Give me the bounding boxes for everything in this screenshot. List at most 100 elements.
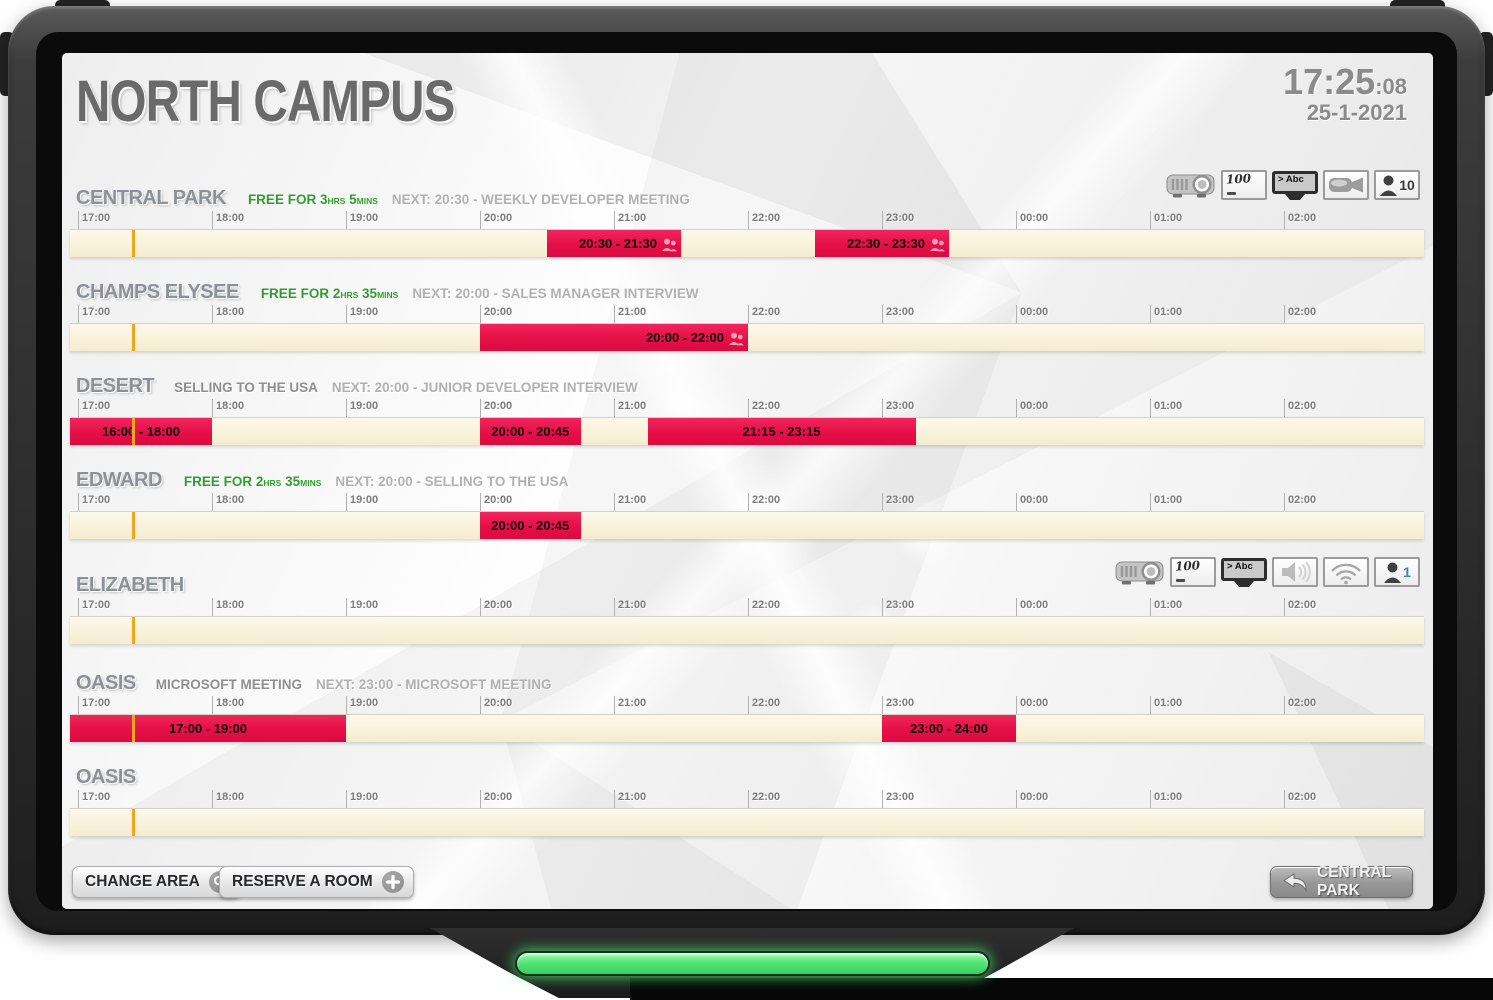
booking-block[interactable]: 21:15 - 23:15 (647, 418, 916, 445)
hour-tick: 17:00 (78, 493, 110, 511)
hour-tick-label: 18:00 (216, 791, 245, 803)
hour-tick: 21:00 (614, 399, 646, 417)
timeline-bar[interactable] (70, 616, 1424, 644)
room-header: EDWARD FREE FOR 2HRS 35MINS NEXT: 20:00 -… (76, 469, 568, 493)
free-duration-label: FREE FOR 2HRS 35MINS (260, 286, 399, 301)
hour-tick: 00:00 (1016, 399, 1048, 417)
hour-tick-label: 00:00 (1020, 400, 1049, 412)
room-name[interactable]: ELIZABETH (76, 574, 184, 596)
booking-time-label: 23:00 - 24:00 (909, 721, 989, 736)
hour-tick: 20:00 (480, 211, 512, 229)
timeline-bar[interactable]: 20:30 - 21:30 22:30 - 23:30 (70, 229, 1424, 257)
room-name[interactable]: OASIS (76, 766, 136, 788)
attendees-icon (728, 331, 745, 351)
hour-tick-label: 00:00 (1020, 212, 1049, 224)
room-row[interactable]: ELIZABETH 100 > Abc 1 17:00 18:00 19:00 20:00… (62, 557, 1433, 664)
hour-tick: 00:00 (1016, 696, 1048, 714)
timeline-bar[interactable]: 16:00 - 18:00 20:00 - 20:45 21:15 - 23:15 (70, 417, 1424, 445)
hour-tick: 02:00 (1284, 598, 1316, 616)
hour-tick: 17:00 (78, 696, 110, 714)
hour-tick: 20:00 (480, 598, 512, 616)
hour-tick: 01:00 (1150, 399, 1182, 417)
hour-tick: 17:00 (78, 305, 110, 323)
free-duration-label: FREE FOR 2HRS 35MINS (183, 474, 322, 489)
room-amenities: 100 > Abc 10 (1166, 170, 1420, 200)
room-row[interactable]: OASIS MICROSOFT MEETING NEXT: 23:00 - MIC… (62, 668, 1433, 762)
room-row[interactable]: DESERT SELLING TO THE USA NEXT: 20:00 - J… (62, 371, 1433, 465)
hour-tick-label: 17:00 (82, 791, 111, 803)
booking-block[interactable]: 16:00 - 18:00 (70, 418, 212, 445)
current-time-line (132, 512, 136, 539)
booking-block[interactable]: 20:00 - 22:00 (480, 324, 748, 351)
room-name[interactable]: EDWARD (76, 469, 162, 491)
booking-block[interactable]: 17:00 - 19:00 (70, 715, 346, 742)
timeline-ticks: 17:00 18:00 19:00 20:00 21:00 22:00 23:00 00:00… (70, 598, 1424, 616)
booking-block[interactable]: 22:30 - 23:30 (815, 230, 949, 257)
room-row[interactable]: CENTRAL PARK FREE FOR 3HRS 5MINS NEXT: 20… (62, 170, 1433, 277)
hour-tick-label: 20:00 (484, 212, 513, 224)
hour-tick-label: 02:00 (1288, 494, 1317, 506)
hour-tick: 00:00 (1016, 305, 1048, 323)
booking-time-label: 20:30 - 21:30 (578, 236, 657, 251)
change-area-button[interactable]: CHANGE AREA (72, 866, 241, 898)
room-row[interactable]: CHAMPS ELYSEE FREE FOR 2HRS 35MINS NEXT: … (62, 277, 1433, 371)
room-status: MICROSOFT MEETING NEXT: 23:00 - MICROSOFT… (136, 676, 552, 694)
next-meeting-label: NEXT: 20:30 - WEEKLY DEVELOPER MEETING (391, 192, 690, 207)
current-meeting-label: SELLING TO THE USA (174, 380, 318, 395)
hour-tick-label: 02:00 (1288, 306, 1317, 318)
change-area-label: CHANGE AREA (85, 873, 200, 890)
room-row[interactable]: EDWARD FREE FOR 2HRS 35MINS NEXT: 20:00 -… (62, 465, 1433, 559)
amenity-label: > Abc (1278, 174, 1304, 185)
hour-tick: 18:00 (212, 790, 244, 808)
timeline-bar[interactable]: 20:00 - 20:45 (70, 511, 1424, 539)
back-room-button[interactable]: CENTRAL PARK (1270, 864, 1413, 899)
hour-tick: 23:00 (882, 696, 914, 714)
booking-block[interactable]: 20:00 - 20:45 (480, 418, 581, 445)
room-name[interactable]: CENTRAL PARK (76, 187, 226, 209)
attendees-icon (661, 237, 678, 257)
hour-tick: 22:00 (748, 696, 780, 714)
hour-tick-label: 23:00 (886, 212, 915, 224)
booking-time-label: 20:00 - 20:45 (491, 424, 570, 439)
hour-tick-label: 01:00 (1154, 212, 1183, 224)
reserve-a-room-label: RESERVE A ROOM (232, 873, 373, 890)
booking-block[interactable]: 20:30 - 21:30 (547, 230, 681, 257)
hour-tick: 00:00 (1016, 598, 1048, 616)
next-meeting-label: NEXT: 20:00 - SALES MANAGER INTERVIEW (412, 286, 699, 301)
hour-tick: 23:00 (882, 305, 914, 323)
hour-tick: 23:00 (882, 598, 914, 616)
hour-tick: 21:00 (614, 696, 646, 714)
hour-tick: 02:00 (1284, 790, 1316, 808)
current-meeting-label: MICROSOFT MEETING (155, 677, 302, 692)
hour-tick-label: 01:00 (1154, 599, 1183, 611)
rooms-list: CENTRAL PARK FREE FOR 3HRS 5MINS NEXT: 20… (62, 170, 1433, 856)
timeline-bar[interactable] (70, 808, 1424, 836)
hour-tick: 21:00 (614, 211, 646, 229)
hour-tick-label: 21:00 (618, 494, 647, 506)
plus-icon (381, 871, 404, 893)
booking-time-label: 21:15 - 23:15 (742, 424, 821, 439)
room-name[interactable]: CHAMPS ELYSEE (76, 281, 239, 303)
hour-tick: 21:00 (614, 598, 646, 616)
timeline-bar[interactable]: 17:00 - 19:00 23:00 - 24:00 (70, 714, 1424, 742)
person-icon: 1 (1374, 557, 1420, 587)
reserve-a-room-button[interactable]: RESERVE A ROOM (219, 866, 414, 898)
booking-block[interactable]: 23:00 - 24:00 (882, 715, 1016, 742)
hour-tick-label: 18:00 (216, 599, 245, 611)
timeline-ticks: 17:00 18:00 19:00 20:00 21:00 22:00 23:00 00:00… (70, 696, 1424, 714)
room-row[interactable]: OASIS 17:00 18:00 19:00 20:00 21:00 22:00 23:0… (62, 762, 1433, 856)
room-header: CENTRAL PARK FREE FOR 3HRS 5MINS NEXT: 20… (76, 187, 690, 211)
hour-tick-label: 21:00 (618, 599, 647, 611)
screen: NORTH CAMPUS 17:25:08 25-1-2021 CENTRAL … (62, 53, 1433, 909)
projector-icon (1166, 170, 1216, 200)
hour-tick: 19:00 (346, 399, 378, 417)
timeline-bar[interactable]: 20:00 - 22:00 (70, 323, 1424, 351)
hour-tick-label: 17:00 (82, 400, 111, 412)
hour-tick-label: 22:00 (752, 599, 781, 611)
camera-icon (1323, 170, 1369, 200)
room-name[interactable]: DESERT (76, 375, 155, 397)
room-name[interactable]: OASIS (76, 672, 136, 694)
hour-tick: 21:00 (614, 305, 646, 323)
hour-tick-label: 19:00 (350, 791, 379, 803)
booking-block[interactable]: 20:00 - 20:45 (480, 512, 581, 539)
